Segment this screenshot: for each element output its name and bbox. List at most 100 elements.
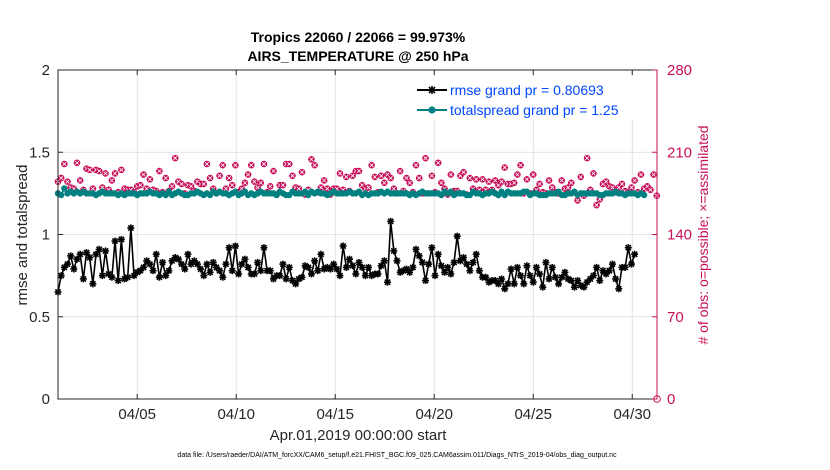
obs-count-point [257,179,265,187]
grid-horizontal [58,151,657,318]
rmse-point [102,247,110,255]
rmse-point [475,267,483,275]
rmse-point [361,272,369,280]
rmse-point [631,250,639,258]
obs-count-point [381,179,388,187]
rmse-point [529,278,537,286]
y-tick-label: 0.5 [29,309,50,326]
obs-count-point [390,185,398,192]
obs-count-point [200,180,208,188]
rmse-point [358,263,366,271]
x-tick-label: 04/05 [118,406,156,423]
y2-tick-label: 0 [667,391,675,408]
rmse-point [117,235,125,243]
rmse-point [222,260,230,268]
x-tick-label: 04/25 [514,406,552,423]
rmse-point [330,260,338,268]
obs-count-point [647,186,654,194]
rmse-point [114,277,122,285]
rmse-point [155,273,163,281]
obs-count-point [216,172,223,180]
obs-count-point [434,159,442,167]
rmse-point [73,255,81,263]
left-axis-ticks: 0 0.5 1 1.5 2 [29,62,63,408]
rmse-point [450,258,458,266]
obs-count-point [514,171,521,178]
rmse-point [76,250,84,258]
rmse-point [539,283,547,291]
obs-count-point [355,167,363,175]
obs-count-point [349,172,356,180]
rmse-point [225,244,233,252]
obs-count-point [266,183,274,190]
rmse-point [228,267,236,275]
obs-count-point [396,167,404,175]
obs-count-point [583,154,591,162]
rmse-point [149,267,157,275]
rmse-point [536,270,544,278]
obs-count-point [343,173,350,181]
obs-count-point [466,174,474,182]
obs-count-point [203,160,211,168]
rmse-point [67,252,75,260]
chart-title-line2: AIRS_TEMPERATURE @ 250 hPa [247,48,468,64]
rmse-point [593,263,601,271]
rmse-point [444,263,452,271]
obs-count-point [377,172,385,180]
rmse-point [127,224,135,232]
rmse-point [409,263,417,271]
rmse-point [567,277,575,285]
rmse-point [551,273,559,281]
obs-count-point [498,178,505,185]
rmse-point [627,260,635,268]
rmse-point [412,245,420,253]
obs-count-point [324,185,331,192]
obs-count-point [567,179,575,187]
rmse-point [244,263,252,271]
obs-count-point [574,197,581,204]
rmse-point [162,272,170,280]
rmse-point [79,275,87,283]
obs-count-point [108,177,116,184]
totalspread-point [61,185,68,192]
rmse-point [403,265,411,273]
obs-count-point [225,174,233,182]
rmse-point [231,242,239,250]
chart-title-line1: Tropics 22060 / 22066 = 99.973% [251,29,466,45]
obs-count-point [631,177,638,184]
rmse-point [83,249,91,257]
rmse-point [460,254,468,262]
obs-count-point [564,184,572,191]
rmse-point [140,263,148,271]
obs-count-point [311,161,318,169]
rmse-point [469,258,477,266]
rmse-point [608,260,616,268]
rmse-point [285,263,293,271]
rmse-point [466,267,474,275]
rmse-point [200,272,208,280]
rmse-point [377,262,385,270]
obs-count-point [308,156,315,163]
rmse-point [333,265,341,273]
rmse-point [384,278,391,286]
rmse-point [266,267,274,275]
rmse-point [437,262,445,270]
rmse-point [542,258,550,266]
obs-count-point [219,161,227,169]
rmse-point [257,267,265,275]
rmse-point [504,280,512,288]
rmse-point [92,250,100,258]
rmse-point [615,285,623,293]
legend-label-spread: totalspread grand pr = 1.25 [450,102,619,118]
rmse-point [501,285,509,293]
y-axis-label: rmse and totalspread [14,165,31,306]
rmse-point [98,272,106,280]
totalspread-point [640,191,648,199]
rmse-point [326,265,334,273]
rmse-point [298,273,306,281]
obs-count-point [590,170,597,177]
obs-count-point [460,168,467,176]
rmse-point [441,268,449,276]
obs-count-point [270,167,277,175]
